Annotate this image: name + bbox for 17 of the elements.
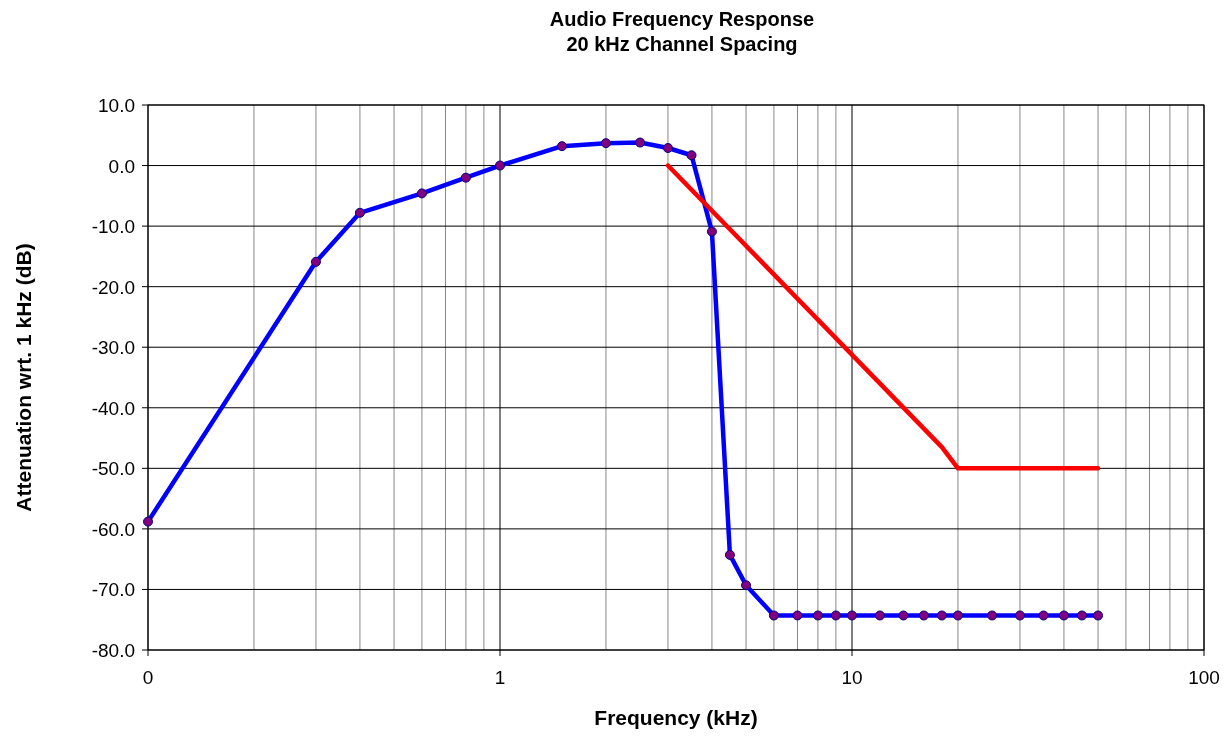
y-tick-label: 10.0	[98, 95, 135, 116]
y-tick-label: -80.0	[91, 640, 135, 661]
y-tick-label: -10.0	[91, 216, 135, 238]
y-tick-label: -20.0	[91, 276, 135, 298]
y-tick-label: -50.0	[91, 458, 135, 480]
y-axis-title: Attenuation wrt. 1 kHz (dB)	[12, 243, 35, 512]
chart-title: Audio Frequency Response 20 kHz Channel Spacing	[549, 8, 815, 55]
y-tick-label: -30.0	[91, 337, 135, 359]
y-tick-label: 0.0	[108, 155, 135, 177]
x-tick-label: 1	[494, 667, 506, 688]
x-tick-label: 0	[142, 667, 154, 688]
x-axis-title: Frequency (kHz)	[594, 706, 758, 729]
y-tick-label: -60.0	[91, 518, 135, 540]
x-tick-label: 10	[841, 667, 863, 688]
y-tick-label: -40.0	[91, 397, 135, 419]
y-tick-label: -70.0	[91, 579, 135, 601]
x-tick-label: 100	[1188, 667, 1220, 688]
